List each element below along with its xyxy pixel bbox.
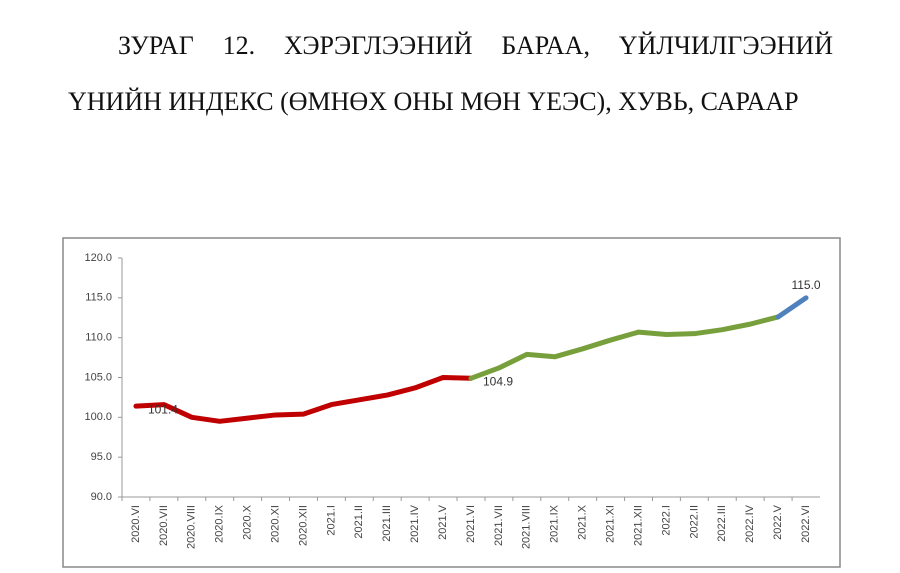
x-tick-label: 2020.XII xyxy=(297,505,309,546)
x-tick-label: 2020.VI xyxy=(130,505,142,543)
x-tick-label: 2022.IV xyxy=(744,504,756,543)
x-tick-label: 2021.X xyxy=(577,504,589,540)
y-tick-label: 115.0 xyxy=(85,292,112,304)
x-tick-label: 2021.III xyxy=(381,505,393,542)
y-tick-label: 95.0 xyxy=(91,451,112,463)
data-label: 101.4 xyxy=(148,402,178,416)
x-tick-label: 2020.XI xyxy=(269,505,281,543)
line-series xyxy=(468,314,781,381)
x-tick-label: 2021.XI xyxy=(605,505,617,543)
data-label: 115.0 xyxy=(791,278,820,292)
chart-frame xyxy=(62,237,841,568)
x-tick-label: 2022.V xyxy=(772,504,784,540)
x-tick-label: 2021.IV xyxy=(409,504,421,543)
x-tick-label: 2021.II xyxy=(353,505,365,539)
y-tick-label: 90.0 xyxy=(91,491,112,503)
x-tick-label: 2022.II xyxy=(688,505,700,539)
x-tick-label: 2021.VI xyxy=(465,505,477,543)
x-tick-label: 2021.XII xyxy=(632,505,644,546)
y-tick-label: 120.0 xyxy=(84,252,112,264)
x-tick-label: 2022.VI xyxy=(800,505,812,543)
x-tick-label: 2020.X xyxy=(242,504,254,540)
line-series xyxy=(133,375,474,424)
y-tick-label: 100.0 xyxy=(84,411,112,423)
line-series xyxy=(775,295,809,320)
x-tick-label: 2022.III xyxy=(716,505,728,542)
x-tick-label: 2021.VIII xyxy=(521,505,533,549)
chart-title: ЗУРАГ 12. ХЭРЭГЛЭЭНИЙ БАРАА, ҮЙЛЧИЛГЭЭНИ… xyxy=(68,31,833,116)
x-tick-label: 2021.IX xyxy=(549,504,561,543)
x-tick-label: 2020.VIII xyxy=(186,505,198,549)
y-tick-label: 105.0 xyxy=(84,371,112,383)
x-tick-label: 2022.I xyxy=(660,505,672,536)
x-tick-label: 2021.V xyxy=(437,504,449,540)
x-tick-label: 2020.VII xyxy=(158,505,170,546)
x-tick-label: 2020.IX xyxy=(214,504,226,543)
x-tick-label: 2021.VII xyxy=(493,505,505,546)
x-tick-label: 2021.I xyxy=(325,505,337,536)
data-label: 104.9 xyxy=(483,374,513,388)
y-tick-label: 110.0 xyxy=(85,332,112,344)
